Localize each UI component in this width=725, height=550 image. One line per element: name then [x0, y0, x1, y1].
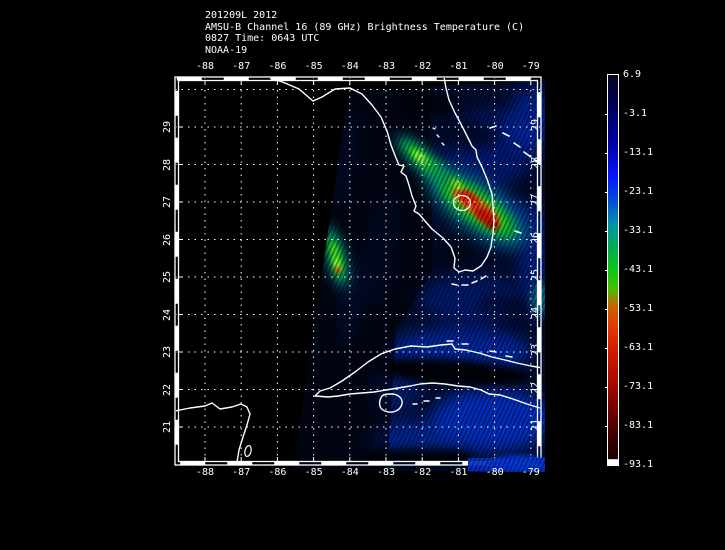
colorbar-tick — [605, 387, 608, 388]
coastline-cuba-north — [314, 343, 540, 397]
colorbar-tick — [605, 153, 608, 154]
colorbar-label: -53.1 — [623, 303, 654, 314]
title-product: AMSU-B Channel 16 (89 GHz) Brightness Te… — [205, 22, 525, 33]
lon-label-bottom: -79 — [521, 467, 540, 478]
florida-keys — [451, 275, 487, 286]
lat-label-left: 28 — [162, 158, 173, 171]
lon-label-bottom: -87 — [232, 467, 251, 478]
florida-interior-lakes — [432, 127, 445, 146]
lon-label-top: -80 — [485, 61, 504, 72]
lat-label-right: 29 — [530, 118, 541, 132]
lat-label-right: 27 — [530, 193, 541, 207]
cuba-cays — [412, 340, 513, 405]
map-frame — [174, 76, 542, 466]
lon-label-top: -83 — [376, 61, 396, 72]
colorbar-label: -93.1 — [623, 459, 654, 470]
lon-label-bottom: -81 — [449, 467, 468, 478]
coastline-yucatan — [176, 402, 251, 464]
lon-label-top: -85 — [304, 61, 323, 72]
lon-label-bottom: -82 — [413, 467, 432, 478]
colorbar-label: -13.1 — [623, 147, 654, 158]
lat-label-left: 25 — [162, 270, 173, 284]
lat-label-right: 26 — [530, 231, 541, 244]
colorbar-tick — [605, 270, 608, 271]
colorbar-tick — [605, 426, 608, 427]
lon-label-bottom: -84 — [340, 467, 359, 478]
lon-label-bottom: -83 — [376, 467, 396, 478]
lat-label-left: 24 — [162, 308, 173, 321]
title-time: 0827 Time: 0643 UTC — [205, 33, 320, 44]
title-satellite: NOAA-19 — [205, 45, 248, 56]
colorbar-label: -33.1 — [623, 225, 654, 236]
swath-overflow — [468, 455, 545, 472]
lon-label-top: -82 — [413, 61, 432, 72]
colorbar-label: -73.1 — [623, 381, 654, 392]
colorbar-label: -43.1 — [623, 264, 654, 275]
coastline-florida — [268, 78, 495, 273]
colorbar-label: -23.1 — [623, 186, 654, 197]
colorbar-tick — [605, 231, 608, 232]
title-storm-id: 201209L 2012 — [205, 10, 278, 21]
lon-label-top: -79 — [521, 61, 540, 72]
lat-label-right: 22 — [530, 381, 541, 394]
lon-label-bottom: -85 — [304, 467, 323, 478]
coastlines — [176, 78, 540, 464]
lat-lon-gridlines — [176, 78, 540, 464]
lat-label-right: 24 — [530, 306, 541, 319]
colorbar-label: -63.1 — [623, 342, 654, 353]
lat-label-right: 21 — [530, 418, 541, 432]
colorbar — [607, 74, 619, 466]
colorbar-label: -3.1 — [623, 108, 648, 119]
lat-label-left: 27 — [162, 195, 173, 209]
lon-label-top: -87 — [232, 61, 251, 72]
lat-label-left: 22 — [162, 383, 173, 396]
lat-label-left: 29 — [162, 120, 173, 134]
coastline-cuba-south — [314, 382, 540, 409]
colorbar-label: -83.1 — [623, 420, 654, 431]
lon-label-top: -86 — [268, 61, 287, 72]
colorbar-tick — [605, 114, 608, 115]
cozumel-island — [244, 445, 252, 457]
lat-label-left: 26 — [162, 233, 173, 246]
lon-label-bottom: -88 — [195, 467, 215, 478]
colorbar-tick — [605, 309, 608, 310]
colorbar-label: 6.9 — [623, 69, 642, 80]
lat-label-right: 23 — [530, 343, 541, 357]
lon-label-top: -84 — [340, 61, 359, 72]
isla-de-la-juventud — [378, 393, 403, 413]
lon-label-top: -81 — [449, 61, 468, 72]
lon-label-bottom: -80 — [485, 467, 504, 478]
lon-label-top: -88 — [195, 61, 215, 72]
lon-label-bottom: -86 — [268, 467, 287, 478]
colorbar-tick — [605, 192, 608, 193]
data-swath — [293, 81, 545, 472]
lat-label-left: 23 — [162, 345, 173, 359]
colorbar-tick — [605, 348, 608, 349]
lat-label-left: 21 — [162, 420, 173, 434]
lat-label-right: 25 — [530, 268, 541, 282]
lake-okeechobee — [452, 194, 472, 212]
frame-ticks — [179, 81, 537, 461]
lat-label-right: 28 — [530, 156, 541, 169]
